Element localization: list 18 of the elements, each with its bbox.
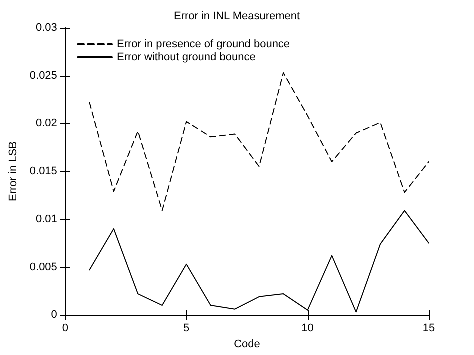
legend-label: Error without ground bounce xyxy=(117,52,256,64)
x-tick-label: 0 xyxy=(62,322,68,335)
y-tick-label: 0.005 xyxy=(30,261,58,274)
y-tick-label: 0.03 xyxy=(36,22,58,34)
y-tick-label: 0.025 xyxy=(30,70,58,82)
x-tick-label: 15 xyxy=(422,322,436,335)
y-tick-label: 0.02 xyxy=(36,118,58,130)
y-tick-label: 0 xyxy=(51,309,58,322)
x-axis-title: Code xyxy=(234,338,260,350)
x-tick-label: 10 xyxy=(302,322,314,335)
chart-title: Error in INL Measurement xyxy=(174,10,300,22)
y-tick-label: 0.015 xyxy=(30,166,58,178)
y-axis-title: Error in LSB xyxy=(8,142,20,202)
line-series xyxy=(89,72,430,212)
x-tick-label: 5 xyxy=(184,322,190,335)
line-series xyxy=(89,210,430,313)
y-tick-label: 0.01 xyxy=(36,213,58,226)
legend-label: Error in presence of ground bounce xyxy=(117,38,290,50)
